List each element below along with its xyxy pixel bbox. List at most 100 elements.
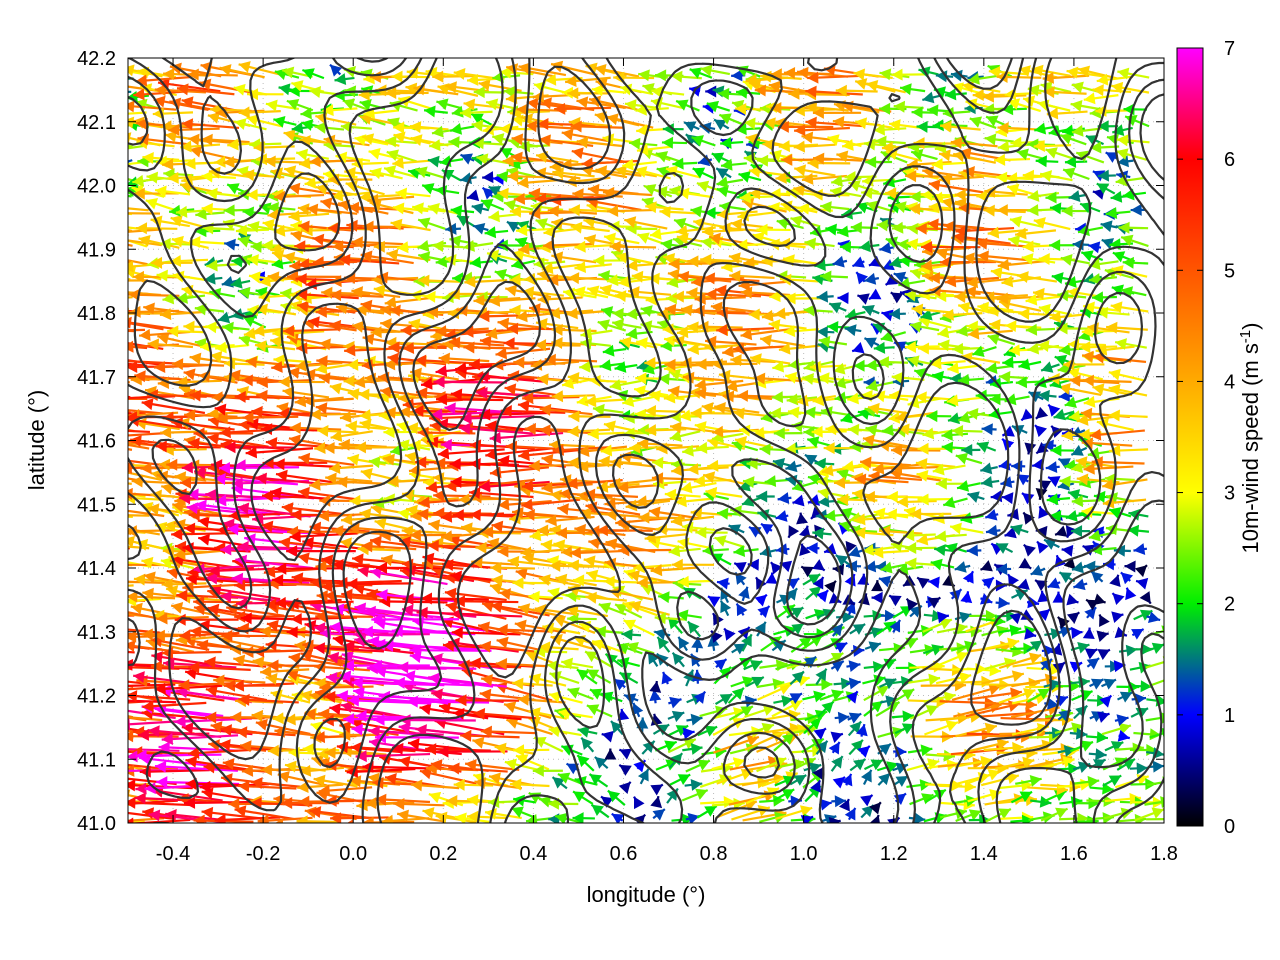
wind-arrowhead (100, 606, 112, 618)
wind-arrowhead (548, 813, 560, 823)
wind-arrowhead (430, 759, 443, 772)
wind-arrowhead (347, 694, 360, 707)
wind-arrowhead (428, 672, 440, 685)
wind-arrowhead (625, 327, 638, 340)
wind-arrowhead (1097, 649, 1110, 660)
wind-arrowhead (1083, 395, 1096, 408)
wind-arrowhead (941, 441, 954, 454)
wind-arrowhead (1162, 656, 1164, 661)
wind-arrowhead (1075, 705, 1088, 718)
wind-arrowhead (821, 678, 833, 691)
wind-arrowhead (557, 503, 569, 516)
wind-arrowhead (87, 594, 98, 606)
wind-arrowhead (481, 674, 493, 686)
wind-arrowhead (572, 812, 584, 823)
wind-arrowhead (1136, 762, 1148, 775)
wind-arrowhead (733, 797, 745, 810)
wind-arrowhead (315, 687, 327, 700)
wind-arrowhead (317, 747, 329, 760)
wind-arrowhead (532, 764, 544, 777)
wind-arrowhead (181, 461, 193, 474)
wind-arrowhead (981, 423, 993, 436)
wind-arrowhead (548, 691, 562, 703)
wind-arrowhead (82, 336, 94, 348)
wind-arrowhead (1110, 741, 1124, 753)
wind-arrowhead (773, 427, 785, 440)
wind-arrowhead (876, 686, 890, 697)
wind-arrowhead (1077, 761, 1091, 773)
wind-arrowhead (967, 491, 980, 503)
wind-arrowhead (105, 453, 117, 465)
wind-arrowhead (324, 746, 336, 759)
wind-arrowhead (343, 713, 355, 726)
wind-arrowhead (957, 480, 970, 492)
wind-vector (128, 329, 135, 333)
wind-arrowhead (1035, 406, 1049, 419)
wind-arrowhead (637, 768, 649, 782)
wind-arrowhead (1161, 625, 1164, 635)
wind-arrowhead (255, 718, 268, 731)
wind-arrowhead (633, 760, 646, 773)
wind-arrowhead (1049, 239, 1061, 252)
wind-arrowhead (761, 309, 774, 322)
wind-vector (161, 734, 239, 741)
wind-arrowhead (504, 758, 517, 771)
wind-arrowhead (895, 775, 908, 787)
wind-arrowhead (63, 355, 75, 367)
wind-arrowhead (185, 667, 197, 680)
wind-arrowhead (1009, 215, 1022, 228)
wind-vector (1148, 679, 1164, 687)
wind-arrowhead (707, 459, 719, 472)
wind-arrowhead (1006, 772, 1019, 785)
wind-arrowhead (87, 474, 99, 486)
wind-arrowhead (69, 643, 80, 655)
wind-arrowhead (1087, 775, 1100, 788)
wind-arrowhead (455, 694, 467, 707)
wind-arrowhead (128, 640, 136, 653)
wind-arrowhead (848, 677, 861, 690)
wind-arrowhead (488, 772, 501, 785)
wind-arrowhead (324, 690, 336, 703)
wind-arrowhead (696, 441, 708, 454)
wind-arrowhead (788, 709, 801, 722)
wind-arrowhead (885, 508, 898, 521)
wind-vector (128, 207, 149, 212)
wind-arrowhead (567, 559, 580, 572)
wind-arrowhead (901, 723, 915, 735)
wind-arrowhead (374, 517, 387, 530)
wind-arrowhead (1096, 630, 1109, 643)
wind-arrowhead (1136, 577, 1149, 590)
wind-arrowhead (75, 408, 86, 420)
wind-arrowhead (586, 704, 600, 716)
wind-arrowhead (1037, 688, 1051, 700)
wind-arrowhead (1001, 492, 1014, 505)
wind-arrowhead (309, 806, 322, 819)
wind-arrowhead (465, 758, 477, 771)
wind-arrowhead (115, 355, 126, 367)
wind-arrowhead (567, 425, 579, 438)
wind-arrowhead (934, 530, 947, 543)
wind-arrowhead (958, 301, 971, 314)
wind-arrowhead (513, 744, 525, 757)
wind-arrowhead (984, 722, 997, 735)
wind-arrowhead (330, 812, 342, 823)
wind-arrowhead (1125, 644, 1138, 657)
wind-arrowhead (1066, 612, 1080, 624)
wind-arrowhead (950, 522, 962, 535)
wind-arrowhead (318, 708, 330, 721)
wind-arrowhead (1093, 759, 1106, 771)
wind-arrowhead (987, 333, 1000, 345)
wind-arrowhead (431, 688, 443, 701)
wind-arrowhead (870, 759, 883, 771)
wind-arrowhead (1099, 695, 1112, 708)
wind-arrowhead (1073, 578, 1086, 591)
wind-arrowhead (251, 709, 264, 722)
wind-arrowhead (731, 687, 744, 700)
wind-arrowhead (135, 749, 147, 762)
wind-arrowhead (313, 731, 326, 744)
wind-arrowhead (128, 779, 136, 792)
wind-vector (391, 746, 462, 756)
wind-arrowhead (128, 630, 137, 643)
wind-arrowhead (310, 721, 323, 733)
wind-arrowhead (856, 272, 869, 285)
